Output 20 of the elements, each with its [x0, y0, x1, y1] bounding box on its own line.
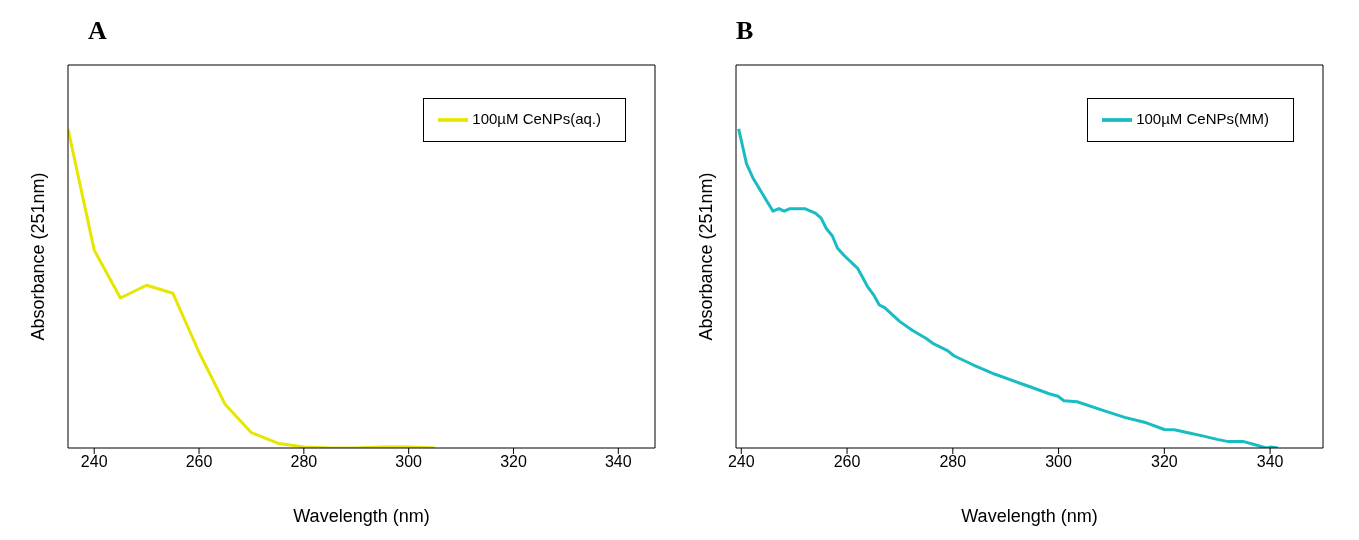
x-axis-title: Wavelength (nm) [293, 506, 430, 526]
legend-label: 100µM CeNPs(MM) [1136, 109, 1269, 127]
y-axis-title: Absorbance (251nm) [28, 172, 49, 341]
x-tick-label: 260 [833, 453, 861, 471]
legend-label: 100µM CeNPs(aq.) [472, 109, 601, 127]
x-tick-label: 260 [185, 453, 213, 471]
x-tick-label: 300 [395, 453, 423, 471]
x-tick-label: 340 [1256, 453, 1284, 471]
chart-title: B [736, 16, 754, 46]
x-tick-label: 320 [500, 453, 527, 471]
x-tick-label: 280 [939, 453, 967, 471]
x-tick-label: 340 [604, 453, 632, 471]
x-tick-label: 300 [1045, 453, 1073, 471]
x-tick-label: 280 [290, 453, 318, 471]
x-tick-label: 240 [727, 453, 755, 471]
x-tick-label: 320 [1151, 453, 1178, 471]
x-tick-label: 240 [80, 453, 108, 471]
chart-title: A [88, 16, 107, 46]
y-axis-title: Absorbance (251nm) [696, 172, 717, 341]
x-axis-title: Wavelength (nm) [961, 506, 1098, 526]
